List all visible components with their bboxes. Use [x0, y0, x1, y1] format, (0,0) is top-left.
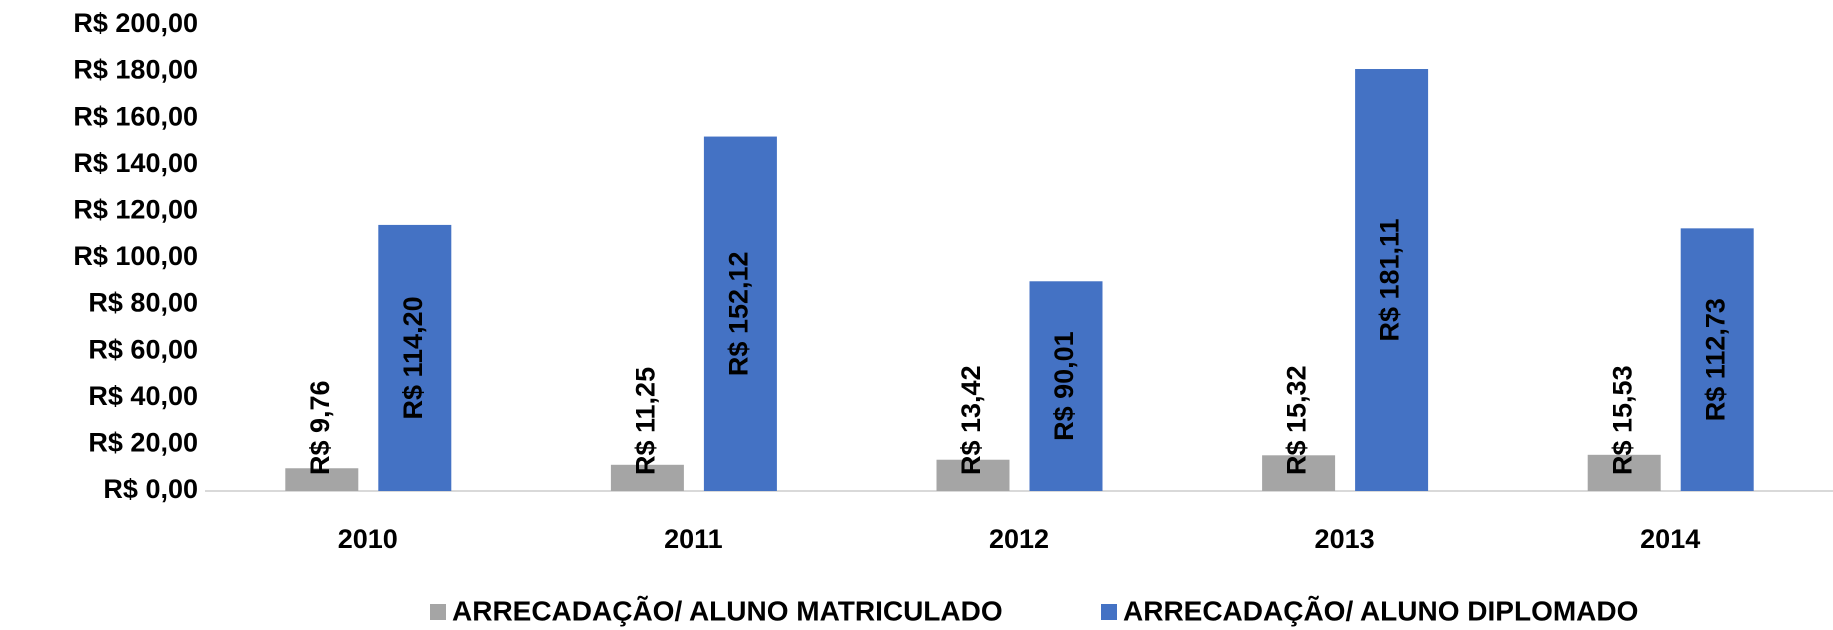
y-tick-label: R$ 0,00 [103, 474, 198, 504]
y-tick-label: R$ 80,00 [88, 288, 198, 318]
y-tick-label: R$ 140,00 [73, 148, 198, 178]
bar [936, 459, 1010, 491]
legend-swatch [1101, 604, 1117, 620]
x-tick-label: 2013 [1315, 524, 1375, 554]
data-label: R$ 112,73 [1700, 298, 1730, 421]
bar [1029, 281, 1103, 491]
bar [285, 468, 359, 491]
bar [610, 464, 684, 491]
y-tick-label: R$ 180,00 [73, 55, 198, 85]
data-label: R$ 181,11 [1375, 218, 1405, 341]
y-tick-label: R$ 60,00 [88, 334, 198, 364]
data-label: R$ 9,76 [305, 380, 335, 475]
bar [1587, 454, 1661, 491]
bar [1680, 228, 1754, 491]
data-label: R$ 15,53 [1607, 365, 1637, 475]
bar [1262, 455, 1336, 491]
bar [703, 136, 777, 491]
x-tick-label: 2010 [338, 524, 398, 554]
y-tick-label: R$ 200,00 [73, 8, 198, 38]
y-tick-label: R$ 40,00 [88, 381, 198, 411]
x-tick-label: 2011 [664, 524, 723, 554]
data-label: R$ 11,25 [631, 367, 661, 475]
data-label: R$ 15,32 [1282, 365, 1312, 475]
bar [1355, 69, 1429, 491]
legend-label: ARRECADAÇÃO/ ALUNO MATRICULADO [452, 595, 1003, 626]
x-tick-label: 2014 [1640, 524, 1700, 554]
data-label: R$ 114,20 [398, 296, 428, 419]
y-tick-label: R$ 120,00 [73, 195, 198, 225]
y-tick-label: R$ 100,00 [73, 241, 198, 271]
y-tick-label: R$ 160,00 [73, 101, 198, 131]
data-label: R$ 13,42 [956, 365, 986, 475]
x-tick-label: 2012 [989, 524, 1049, 554]
y-tick-label: R$ 20,00 [88, 428, 198, 458]
legend-swatch [430, 604, 446, 620]
bar [378, 224, 452, 491]
legend-label: ARRECADAÇÃO/ ALUNO DIPLOMADO [1123, 595, 1638, 626]
data-label: R$ 90,01 [1049, 331, 1079, 441]
data-label: R$ 152,12 [724, 251, 754, 376]
